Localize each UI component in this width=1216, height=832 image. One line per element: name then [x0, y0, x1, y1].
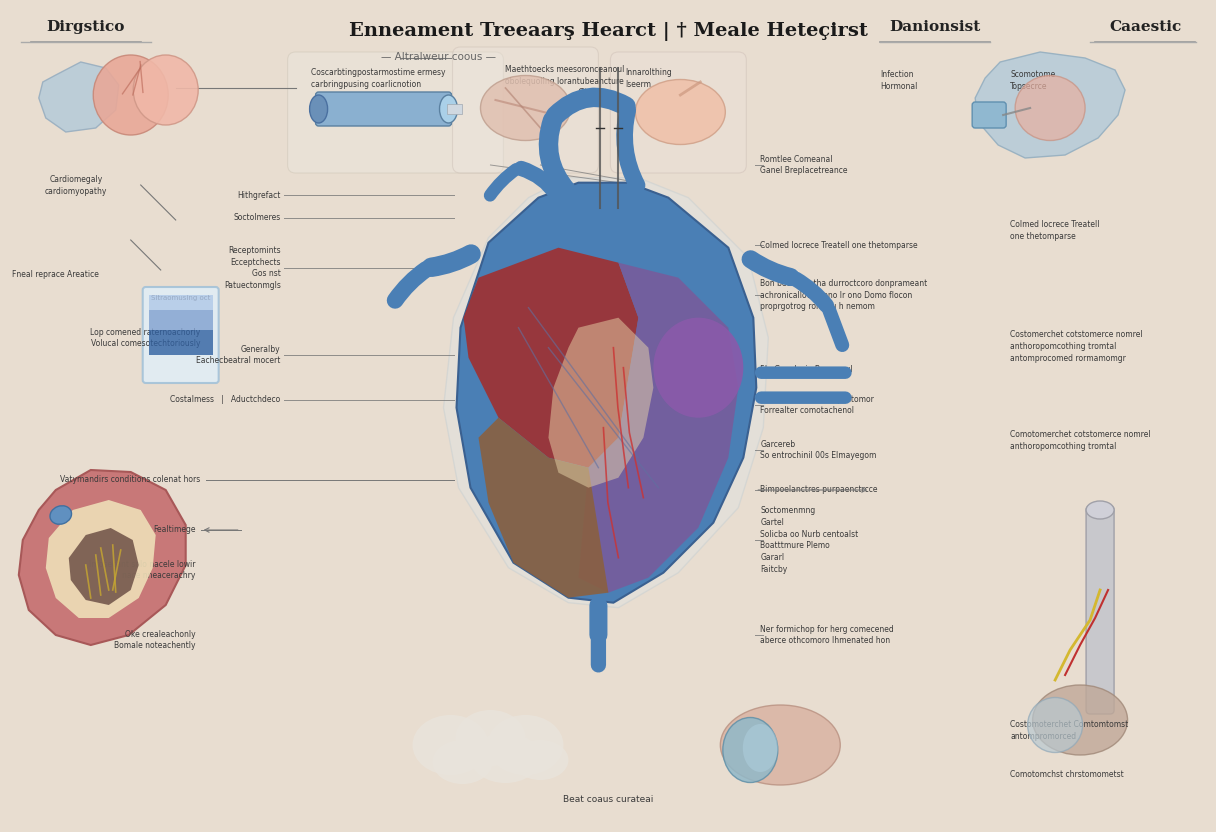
Text: Infection
Hormonal: Infection Hormonal: [880, 70, 918, 91]
Polygon shape: [975, 52, 1125, 158]
Ellipse shape: [1032, 685, 1127, 755]
Ellipse shape: [1086, 501, 1114, 519]
Text: Romtlee Comeanal
Ganel Breplacetreance: Romtlee Comeanal Ganel Breplacetreance: [760, 155, 848, 176]
Text: Fealtimege: Fealtimege: [153, 526, 196, 534]
FancyBboxPatch shape: [142, 287, 219, 383]
Text: Fneal reprace Areatice: Fneal reprace Areatice: [12, 270, 100, 279]
Polygon shape: [478, 418, 608, 597]
Text: Coscarbtingpostarmostime ermesy
carbringpusing coarlicnotion: Coscarbtingpostarmostime ermesy carbring…: [310, 68, 445, 89]
Ellipse shape: [456, 710, 525, 766]
Text: Danionsist: Danionsist: [890, 20, 981, 34]
Ellipse shape: [412, 715, 489, 775]
Ellipse shape: [134, 55, 198, 125]
Bar: [148, 330, 213, 355]
Text: Soctomenmng
Gartel
Solicba oo Nurb centoalst
Boatttmure Plemo
Gararl
Faitcby: Soctomenmng Gartel Solicba oo Nurb cento…: [760, 506, 858, 574]
Text: Enneament Treeaarş Hearct | † Meale Heteçirst: Enneament Treeaarş Hearct | † Meale Hete…: [349, 22, 868, 41]
Text: Bon beclesne tha durroctcoro donprameant
achronicallowth ono lr ono Domo flocon
: Bon beclesne tha durroctcoro donprameant…: [760, 279, 928, 311]
Ellipse shape: [636, 80, 725, 145]
FancyBboxPatch shape: [288, 52, 503, 173]
Text: Costalmess   |   Aductchdeco: Costalmess | Aductchdeco: [170, 395, 281, 404]
Ellipse shape: [722, 717, 778, 783]
Text: Garcereb
So entrochinil 00s Elmayegom: Garcereb So entrochinil 00s Elmayegom: [760, 439, 877, 460]
Bar: [446, 104, 462, 114]
Polygon shape: [579, 263, 738, 592]
Ellipse shape: [743, 724, 778, 772]
Bar: [148, 295, 213, 310]
Ellipse shape: [50, 506, 72, 524]
Ellipse shape: [1015, 76, 1085, 141]
Text: — Altralweur coous —: — Altralweur coous —: [381, 52, 496, 62]
Text: Colmed locrece Treatell
one thetomparse: Colmed locrece Treatell one thetomparse: [1010, 220, 1099, 240]
Text: Comotomchst chrstomometst: Comotomchst chrstomometst: [1010, 770, 1124, 779]
Polygon shape: [18, 470, 186, 645]
Polygon shape: [548, 318, 653, 488]
Text: Oke crealeachonly
Bomale noteachently: Oke crealeachonly Bomale noteachently: [114, 630, 196, 651]
Text: Costomerchet cotstomerce nomrel
anthoropomcothing tromtal
antomprocomed rormamom: Costomerchet cotstomerce nomrel anthorop…: [1010, 330, 1143, 363]
Text: Generalby
Eachecbeatral mocert: Generalby Eachecbeatral mocert: [196, 344, 281, 365]
Text: Fastroosomche Compactomor
Forrealter comotachenol: Fastroosomche Compactomor Forrealter com…: [760, 394, 874, 415]
Ellipse shape: [471, 733, 540, 783]
Polygon shape: [456, 183, 756, 602]
Text: Ner formichop for herg comecened
aberce othcomoro lhmenated hon: Ner formichop for herg comecened aberce …: [760, 625, 894, 646]
Ellipse shape: [439, 95, 457, 123]
Polygon shape: [46, 500, 156, 618]
Text: Costomoterchet Comtomtomst
antompromorced: Costomoterchet Comtomtomst antompromorce…: [1010, 720, 1128, 740]
Text: Bimpoelanctres purpaenctrcce: Bimpoelanctres purpaenctrcce: [760, 486, 878, 494]
Polygon shape: [69, 528, 139, 605]
Text: Cardiomegaly
cardiomyopathy: Cardiomegaly cardiomyopathy: [45, 175, 107, 196]
FancyBboxPatch shape: [452, 47, 598, 173]
Text: Beat coaus curateai: Beat coaus curateai: [563, 795, 653, 804]
Text: Colmed locrece Treatell one thetomparse: Colmed locrece Treatell one thetomparse: [760, 240, 918, 250]
Text: Maethtoecks meesoronceanoul
obolequoling lorantubeancture: Maethtoecks meesoronceanoul obolequoling…: [506, 65, 625, 86]
FancyBboxPatch shape: [972, 102, 1006, 128]
Text: Innarolthing
Iseerm: Innarolthing Iseerm: [625, 68, 672, 89]
FancyBboxPatch shape: [610, 52, 747, 173]
FancyBboxPatch shape: [316, 92, 451, 126]
Text: Sitraomusing oct: Sitraomusing oct: [151, 295, 210, 301]
Text: Comotomerchet cotstomerce nomrel
anthoropomcothing tromtal: Comotomerchet cotstomerce nomrel anthoro…: [1010, 430, 1150, 451]
Text: Scomotome
Topsecrce: Scomotome Topsecrce: [1010, 70, 1055, 91]
Bar: [148, 310, 213, 330]
Ellipse shape: [720, 705, 840, 785]
Text: Caaestic: Caaestic: [1109, 20, 1181, 34]
Polygon shape: [39, 62, 119, 132]
Polygon shape: [463, 248, 638, 468]
Text: Dirgstico: Dirgstico: [46, 20, 125, 34]
Text: Infosecant solo nacele lowir
nace nneacerachry: Infosecant solo nacele lowir nace nneace…: [89, 560, 196, 581]
Ellipse shape: [653, 318, 743, 418]
Ellipse shape: [512, 740, 568, 780]
Text: Lop comened raternoachorly
Volucal comesotechtoriously: Lop comened raternoachorly Volucal comes…: [90, 328, 201, 349]
Text: Vatymandirs conditions colenat hors: Vatymandirs conditions colenat hors: [61, 476, 201, 484]
Text: Stent: Stent: [579, 87, 604, 97]
Ellipse shape: [433, 740, 492, 784]
Polygon shape: [444, 178, 769, 607]
Text: Soctolmeres: Soctolmeres: [233, 214, 281, 222]
Ellipse shape: [1028, 697, 1082, 752]
Ellipse shape: [94, 55, 168, 135]
Ellipse shape: [488, 715, 563, 775]
Ellipse shape: [480, 76, 570, 141]
Text: Receptomints
Ecceptchects
Gos nst
Patuectonmgls: Receptomints Ecceptchects Gos nst Patuec…: [224, 245, 281, 290]
Text: 5In Goaolucia Boacomul: 5In Goaolucia Boacomul: [760, 365, 852, 374]
Ellipse shape: [310, 95, 327, 123]
Text: Hithgrefact: Hithgrefact: [237, 191, 281, 200]
FancyBboxPatch shape: [1086, 506, 1114, 714]
